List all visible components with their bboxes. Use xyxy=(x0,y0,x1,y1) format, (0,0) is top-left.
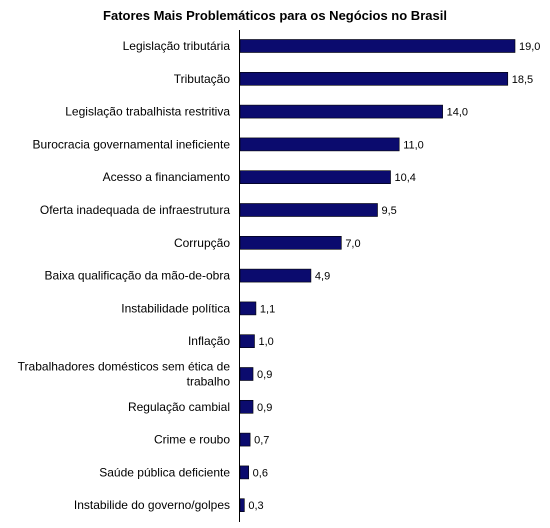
data-label: 0,7 xyxy=(254,435,269,447)
data-label: 7,0 xyxy=(345,238,360,250)
category-label: Tributação xyxy=(174,72,231,86)
category-label: Baixa qualificação da mão-de-obra xyxy=(45,269,231,283)
category-label: Trabalhadores domésticos sem ética de tra… xyxy=(18,360,231,389)
bar xyxy=(239,104,443,119)
bar xyxy=(239,301,257,316)
bar xyxy=(239,72,509,86)
data-label: 0,6 xyxy=(253,467,268,479)
data-label: 9,5 xyxy=(382,205,397,217)
data-label: 0,9 xyxy=(257,369,272,381)
data-label: 4,9 xyxy=(315,271,330,283)
bar xyxy=(239,334,255,349)
data-label: 10,4 xyxy=(395,172,416,184)
bar xyxy=(239,236,342,250)
data-label: 1,1 xyxy=(260,303,275,315)
bars-group: 19,0 Legislação tributária 18,5 Tributação 1… xyxy=(18,39,541,512)
bar xyxy=(239,367,254,381)
data-label: 14,0 xyxy=(447,107,468,119)
data-label: 0,9 xyxy=(257,402,272,414)
category-label: Instabilide do governo/golpes xyxy=(74,498,230,512)
category-label: Oferta inadequada de infraestrutura xyxy=(40,203,230,217)
bar xyxy=(239,498,245,513)
chart-title: Fatores Mais Problemáticos para os Negóc… xyxy=(103,8,447,23)
bar xyxy=(239,170,391,184)
data-label: 19,0 xyxy=(519,41,540,53)
bar xyxy=(239,203,378,217)
category-label: Acesso a financiamento xyxy=(103,170,231,184)
bar xyxy=(239,465,249,480)
category-label: Instabilidade política xyxy=(121,301,230,315)
category-label: Regulação cambial xyxy=(128,400,230,414)
data-label: 0,3 xyxy=(248,500,263,512)
data-label: 1,0 xyxy=(258,336,273,348)
category-label: Burocracia governamental ineficiente xyxy=(33,137,231,151)
bar xyxy=(239,432,251,447)
category-label: Legislação tributária xyxy=(123,39,231,53)
category-label: Corrupção xyxy=(174,236,230,250)
category-label: Crime e roubo xyxy=(154,433,230,447)
bar xyxy=(239,39,516,53)
bar xyxy=(239,137,400,152)
data-label: 11,0 xyxy=(403,139,424,151)
category-label: Saúde pública deficiente xyxy=(99,465,230,479)
bar xyxy=(239,268,312,283)
data-label: 18,5 xyxy=(512,74,533,86)
category-label: Inflação xyxy=(188,334,230,348)
bar xyxy=(239,399,254,414)
category-label: Legislação trabalhista restritiva xyxy=(65,105,230,119)
